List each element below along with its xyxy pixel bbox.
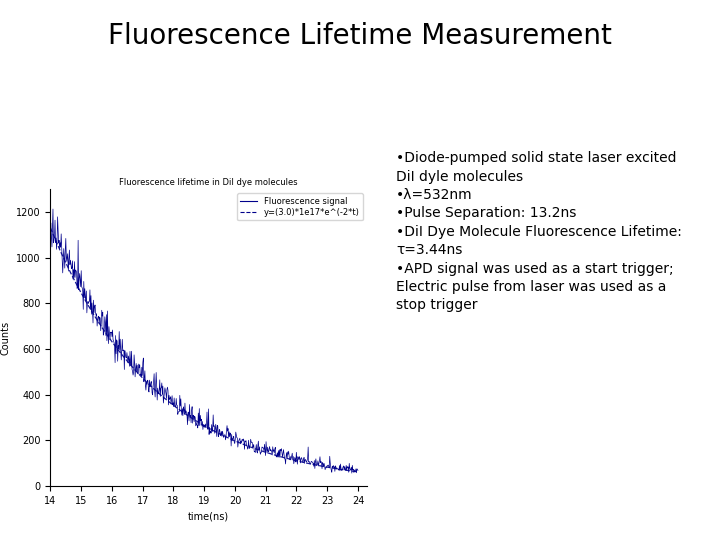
- y=(3.0)*1e17*e^(-2*t): [354, 469, 362, 475]
- y=(3.0)*1e17*e^(-2*t): [46, 225, 55, 231]
- Text: Fluorescence Lifetime Measurement: Fluorescence Lifetime Measurement: [108, 22, 612, 50]
- Title: Fluorescence lifetime in DiI dye molecules: Fluorescence lifetime in DiI dye molecul…: [120, 178, 298, 187]
- Y-axis label: Counts: Counts: [1, 320, 11, 355]
- y=(3.0)*1e17*e^(-2*t): [278, 454, 287, 460]
- y=(3.0)*1e17*e^(-2*t): [125, 361, 134, 367]
- Line: y=(3.0)*1e17*e^(-2*t): y=(3.0)*1e17*e^(-2*t): [50, 228, 358, 472]
- y=(3.0)*1e17*e^(-2*t): [101, 328, 109, 335]
- Text: •Diode-pumped solid state laser excited
DiI dyle molecules
•λ=532nm
•Pulse Separ: •Diode-pumped solid state laser excited …: [396, 151, 682, 313]
- y=(3.0)*1e17*e^(-2*t): [228, 436, 236, 443]
- Legend: Fluorescence signal, y=(3.0)*1e17*e^(-2*t): Fluorescence signal, y=(3.0)*1e17*e^(-2*…: [237, 193, 363, 220]
- y=(3.0)*1e17*e^(-2*t): [251, 446, 260, 452]
- y=(3.0)*1e17*e^(-2*t): [185, 414, 194, 420]
- X-axis label: time(ns): time(ns): [188, 511, 230, 521]
